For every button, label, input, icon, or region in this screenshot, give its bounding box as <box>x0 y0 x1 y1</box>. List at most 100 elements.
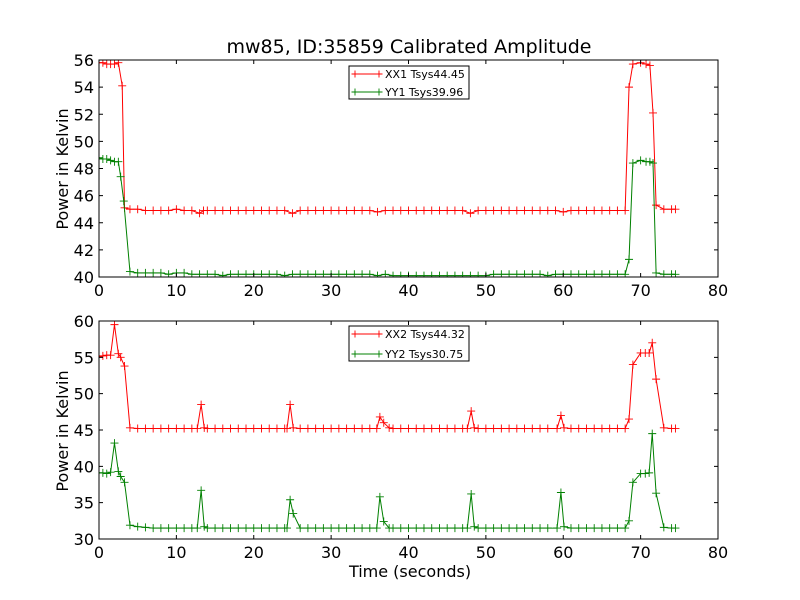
y-tick-label: 46 <box>74 187 94 206</box>
data-point <box>187 206 196 215</box>
data-point <box>489 424 498 433</box>
data-point <box>512 206 521 215</box>
data-point <box>102 469 111 478</box>
data-point <box>249 206 258 215</box>
data-point <box>389 424 398 433</box>
data-point <box>636 156 645 165</box>
data-point <box>133 268 142 277</box>
data-point <box>106 156 115 165</box>
data-point <box>156 424 165 433</box>
data-point <box>133 522 142 531</box>
data-point <box>443 206 452 215</box>
data-point <box>458 206 467 215</box>
data-point <box>419 424 428 433</box>
data-point <box>289 509 298 518</box>
data-point <box>257 206 266 215</box>
data-point <box>497 424 506 433</box>
data-point <box>566 206 575 215</box>
data-point <box>628 159 637 168</box>
data-point <box>288 209 297 218</box>
plot-area: 0 10 20 30 40 50 60 70 80 30 35 40 45 50 55 60 <box>74 312 729 562</box>
y-tick-label: 52 <box>74 105 94 124</box>
y-tick-label: 54 <box>74 78 94 97</box>
data-point <box>427 524 436 533</box>
data-point <box>118 81 127 90</box>
x-tick-label: 0 <box>94 281 104 300</box>
series-1 <box>99 60 680 218</box>
data-point <box>605 524 614 533</box>
x-tick-label: 20 <box>244 543 264 562</box>
data-point <box>99 352 103 361</box>
data-point <box>141 424 150 433</box>
data-point <box>372 524 381 533</box>
y-tick-label: 60 <box>74 312 94 331</box>
data-point <box>649 159 658 168</box>
data-point <box>560 423 569 432</box>
data-point <box>110 439 119 448</box>
y-tick-label: 50 <box>74 132 94 151</box>
data-point <box>327 206 336 215</box>
legend-marker <box>375 70 383 78</box>
legend-box <box>348 65 470 100</box>
data-point <box>164 206 173 215</box>
data-point <box>149 268 158 277</box>
data-point <box>265 424 274 433</box>
x-tick-label: 10 <box>166 281 186 300</box>
data-point <box>272 424 281 433</box>
data-point <box>350 206 359 215</box>
data-point <box>327 424 336 433</box>
data-point <box>543 424 552 433</box>
data-point <box>613 424 622 433</box>
data-point <box>334 206 343 215</box>
data-point <box>553 524 562 533</box>
data-point <box>528 524 537 533</box>
x-tick-label: 70 <box>630 543 650 562</box>
data-point <box>628 360 637 369</box>
data-point <box>120 478 129 487</box>
x-tick-label: 0 <box>94 543 104 562</box>
data-point <box>164 524 173 533</box>
data-point <box>334 424 343 433</box>
data-point <box>211 206 220 215</box>
data-point <box>365 524 374 533</box>
data-point <box>375 492 384 501</box>
chart-title: mw85, ID:35859 Calibrated Amplitude <box>226 36 591 58</box>
data-point <box>481 424 490 433</box>
data-point <box>463 424 472 433</box>
data-point <box>566 524 575 533</box>
data-point <box>319 424 328 433</box>
data-point <box>396 424 405 433</box>
y-tick-label: 40 <box>74 268 94 287</box>
data-point <box>141 206 150 215</box>
data-point <box>641 469 650 478</box>
data-point <box>385 423 394 432</box>
legend: XX2 Tsys44.32 YY2 Tsys30.75 <box>348 325 470 362</box>
data-point <box>226 524 235 533</box>
data-point <box>489 524 498 533</box>
data-point <box>652 201 661 210</box>
data-point <box>350 524 359 533</box>
data-point <box>342 424 351 433</box>
data-point <box>396 271 405 277</box>
series-1 <box>99 321 680 433</box>
data-point <box>497 206 506 215</box>
data-point <box>334 524 343 533</box>
data-point <box>427 424 436 433</box>
data-point <box>296 424 305 433</box>
data-point <box>280 206 289 215</box>
data-point <box>120 362 129 371</box>
data-point <box>474 206 483 215</box>
data-point <box>156 268 165 277</box>
y-tick-label: 35 <box>74 494 94 513</box>
data-point <box>379 418 388 427</box>
data-point <box>286 400 295 409</box>
data-point <box>590 524 599 533</box>
legend-entry: YY2 Tsys30.75 <box>351 348 463 361</box>
data-point <box>443 424 452 433</box>
data-point <box>211 424 220 433</box>
data-point <box>412 524 421 533</box>
y-tick-label: 44 <box>74 214 94 233</box>
data-point <box>125 423 134 432</box>
data-point <box>470 522 479 531</box>
